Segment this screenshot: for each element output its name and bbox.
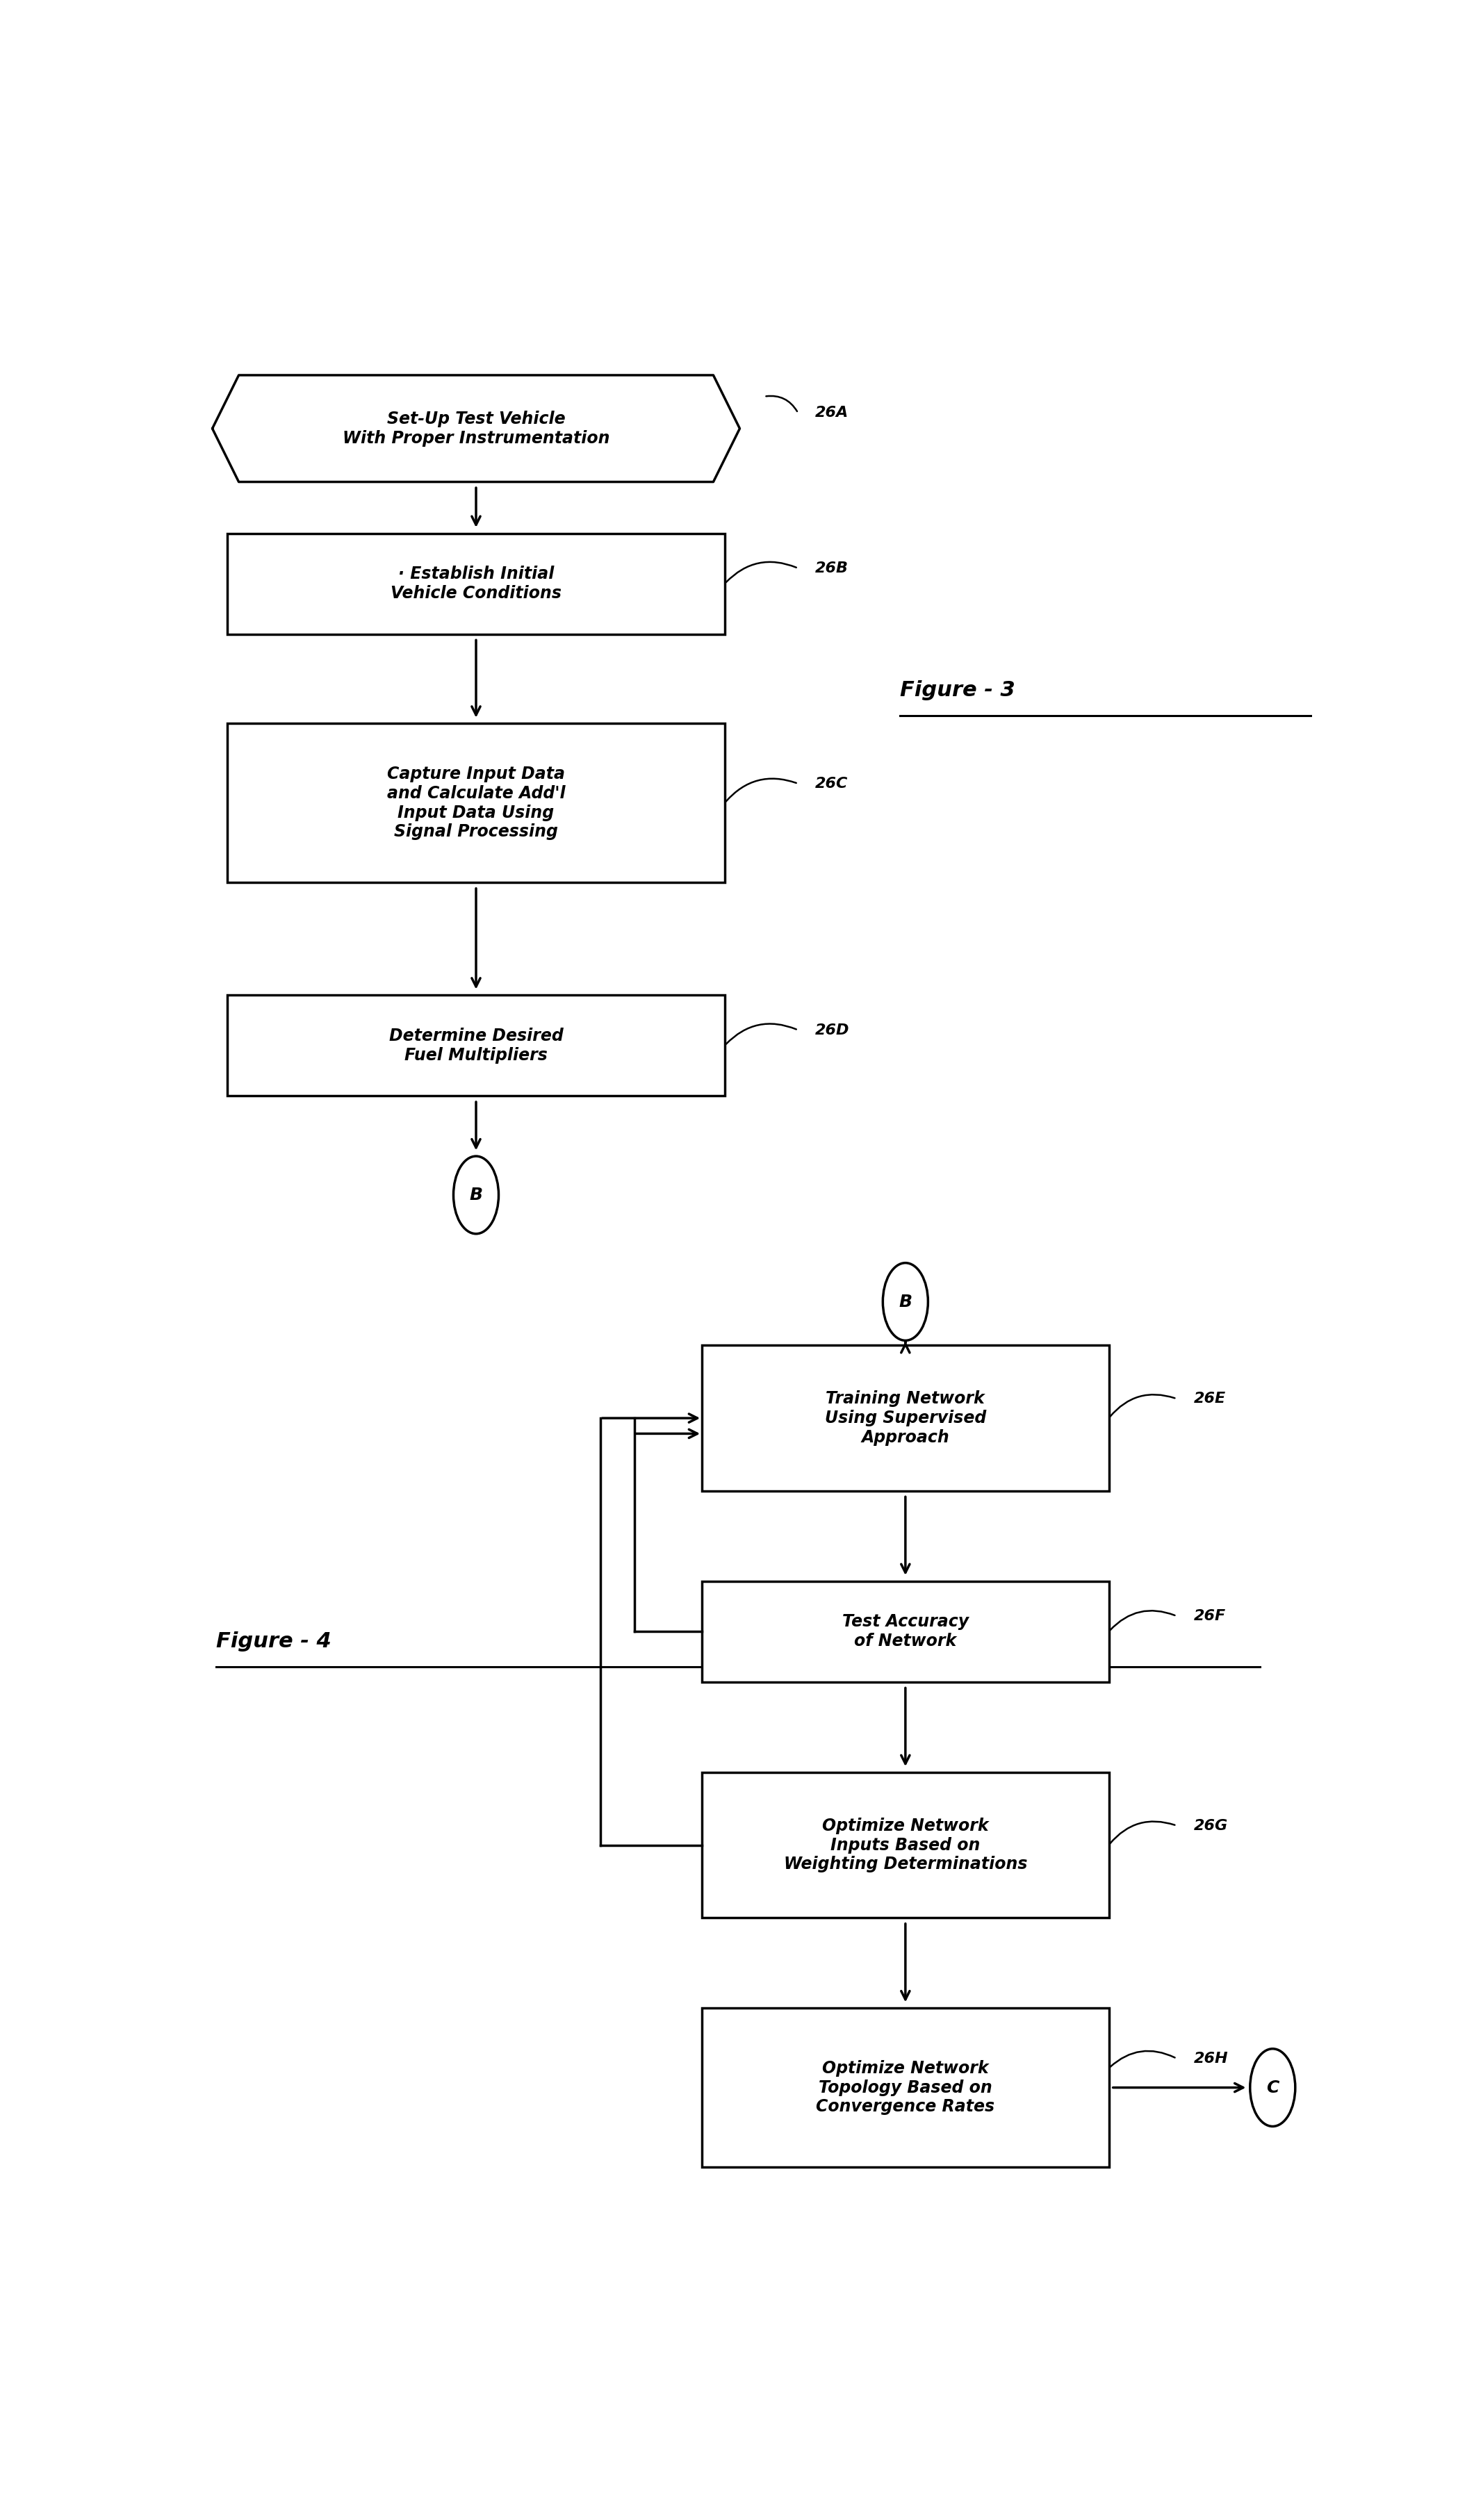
Text: 26F: 26F bbox=[1194, 1610, 1226, 1623]
Circle shape bbox=[882, 1263, 927, 1341]
Text: · Establish Initial
Vehicle Conditions: · Establish Initial Vehicle Conditions bbox=[391, 567, 561, 602]
Bar bbox=[703, 1346, 1108, 1492]
Text: C: C bbox=[1266, 2079, 1279, 2097]
Bar bbox=[703, 2008, 1108, 2167]
Text: Capture Input Data
and Calculate Add'l
Input Data Using
Signal Processing: Capture Input Data and Calculate Add'l I… bbox=[386, 766, 566, 839]
Text: 26G: 26G bbox=[1194, 1819, 1228, 1832]
Text: 26D: 26D bbox=[815, 1023, 850, 1038]
Bar bbox=[703, 1772, 1108, 1918]
Text: Training Network
Using Supervised
Approach: Training Network Using Supervised Approa… bbox=[825, 1391, 986, 1446]
Text: 26H: 26H bbox=[1194, 2051, 1228, 2066]
Text: Figure - 4: Figure - 4 bbox=[216, 1630, 331, 1651]
Text: 26C: 26C bbox=[815, 776, 849, 791]
Bar bbox=[227, 723, 725, 882]
Bar bbox=[703, 1580, 1108, 1681]
Text: Optimize Network
Topology Based on
Convergence Rates: Optimize Network Topology Based on Conve… bbox=[816, 2059, 994, 2114]
Text: B: B bbox=[469, 1187, 483, 1205]
Text: 26E: 26E bbox=[1194, 1391, 1226, 1406]
Text: B: B bbox=[898, 1293, 913, 1310]
Circle shape bbox=[1250, 2049, 1295, 2127]
Text: 26A: 26A bbox=[815, 406, 849, 421]
Circle shape bbox=[453, 1157, 499, 1235]
Text: Determine Desired
Fuel Multipliers: Determine Desired Fuel Multipliers bbox=[389, 1028, 563, 1063]
Text: Test Accuracy
of Network: Test Accuracy of Network bbox=[843, 1613, 968, 1651]
Text: 26B: 26B bbox=[815, 562, 849, 575]
Bar bbox=[227, 534, 725, 635]
Text: Set-Up Test Vehicle
With Proper Instrumentation: Set-Up Test Vehicle With Proper Instrume… bbox=[343, 411, 609, 446]
Bar bbox=[227, 995, 725, 1096]
Text: Optimize Network
Inputs Based on
Weighting Determinations: Optimize Network Inputs Based on Weighti… bbox=[783, 1817, 1028, 1872]
Text: Figure - 3: Figure - 3 bbox=[900, 680, 1015, 701]
